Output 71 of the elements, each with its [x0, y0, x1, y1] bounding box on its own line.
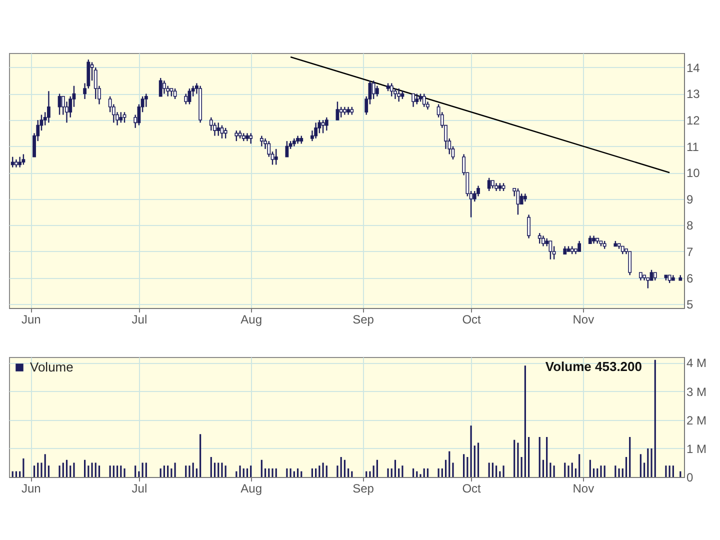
- candlestick: [542, 235, 545, 247]
- candlestick: [47, 90, 50, 124]
- x-tick-label: Nov: [572, 482, 594, 496]
- y-tick-label: 6: [686, 271, 694, 286]
- candlestick: [188, 88, 192, 105]
- candlestick: [336, 101, 340, 121]
- x-tick-label: Sep: [352, 482, 374, 496]
- candlestick: [422, 93, 426, 108]
- x-tick-label: Oct: [462, 482, 482, 496]
- candlestick: [224, 127, 228, 140]
- candlestick: [538, 232, 542, 244]
- candlestick: [22, 154, 26, 166]
- y-tick-label: 9: [686, 192, 694, 206]
- candlestick: [58, 93, 62, 116]
- y-tick-label: 13: [686, 87, 700, 102]
- candlestick: [173, 88, 177, 100]
- y-tick-label: 5: [686, 298, 694, 312]
- x-tick-label: Aug: [240, 312, 262, 326]
- y-tick-label: 12: [686, 114, 700, 128]
- candlestick: [516, 188, 520, 216]
- y-tick-label: 14: [686, 60, 700, 75]
- candlestick: [119, 112, 123, 124]
- y-tick-label: 3 M: [686, 384, 707, 399]
- candlestick: [375, 85, 379, 97]
- annotation: Volume 453.200: [545, 359, 642, 374]
- candlestick: [578, 240, 582, 252]
- candlestick: [628, 250, 632, 276]
- legend-label: Volume: [30, 360, 74, 374]
- candlestick: [487, 177, 491, 192]
- candlestick: [162, 80, 166, 94]
- candlestick: [184, 93, 188, 105]
- x-tick-label: Oct: [462, 312, 482, 326]
- candlestick: [520, 193, 524, 205]
- candlestick: [285, 140, 289, 158]
- y-tick-label: 0: [686, 470, 694, 484]
- y-tick-label: 1 M: [686, 442, 707, 456]
- x-tick-label: Jun: [21, 482, 41, 496]
- candlestick: [158, 77, 162, 97]
- y-tick-label: 8: [686, 218, 694, 233]
- candlestick: [548, 240, 552, 260]
- candlestick: [472, 190, 476, 202]
- candlestick: [314, 122, 318, 140]
- candlestick: [397, 88, 401, 102]
- candlestick: [260, 135, 264, 147]
- x-tick-label: Sep: [352, 312, 374, 326]
- candlestick: [274, 148, 278, 166]
- x-tick-label: Aug: [240, 482, 262, 496]
- candlestick: [372, 80, 376, 100]
- candlestick: [122, 112, 126, 124]
- candlestick: [10, 156, 14, 168]
- candlestick: [415, 93, 419, 105]
- candlestick: [234, 130, 238, 142]
- y-tick-label: 10: [686, 166, 700, 180]
- candlestick: [18, 156, 22, 168]
- x-tick-label: Jun: [21, 312, 41, 326]
- candlestick: [220, 124, 224, 140]
- y-tick-label: 7: [686, 244, 694, 259]
- candlestick: [390, 82, 394, 97]
- candlestick: [216, 122, 220, 136]
- candlestick: [324, 116, 328, 132]
- candlestick: [650, 269, 654, 281]
- candlestick: [249, 132, 253, 144]
- candlestick: [339, 106, 343, 118]
- x-tick-label: Nov: [572, 312, 594, 326]
- candlestick: [412, 93, 415, 108]
- y-tick-label: 11: [686, 140, 700, 154]
- x-tick-label: Jul: [132, 482, 148, 496]
- x-tick-label: Jul: [132, 312, 148, 326]
- y-tick-label: 4 M: [686, 356, 707, 370]
- candlestick: [527, 214, 530, 239]
- y-tick-label: 2 M: [686, 413, 707, 428]
